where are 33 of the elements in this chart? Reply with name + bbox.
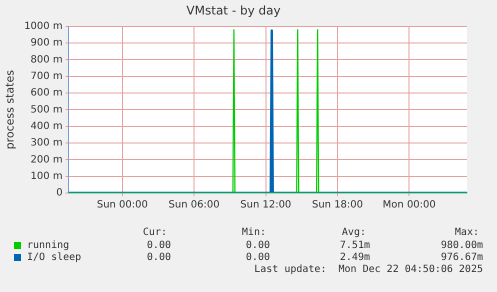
chart-title: VMstat - by day (186, 3, 281, 18)
y-tick-label: 700 m (30, 70, 63, 82)
x-tick-label: Mon 00:00 (382, 200, 436, 211)
text: 980.00m (440, 240, 483, 252)
text: 2.49m (340, 252, 370, 264)
text: Last update: Mon Dec 22 04:50:06 2025 (254, 264, 483, 276)
text: 0.00 (146, 252, 171, 264)
legend-label: running (27, 240, 70, 252)
text: 0.00 (246, 252, 270, 264)
x-tick-label: Sun 00:00 (96, 200, 148, 211)
y-tick-label: 900 m (30, 38, 63, 49)
text: 0.00 (246, 240, 270, 252)
y-tick-label: 600 m (30, 88, 63, 99)
y-tick-label: 100 m (30, 170, 63, 182)
y-tick-label: 400 m (30, 120, 63, 132)
x-tick-label: Sun 18:00 (312, 200, 364, 211)
y-tick-label: 500 m (30, 104, 63, 116)
text: 976.67m (440, 252, 483, 264)
text: 0.00 (146, 240, 171, 252)
y-tick-label: 800 m (30, 54, 63, 66)
y-tick-label: 1000 m (24, 20, 63, 32)
text: 7.51m (340, 240, 370, 252)
x-tick-label: Sun 12:00 (240, 200, 292, 211)
text: Min: (242, 227, 266, 239)
text: Avg: (342, 227, 366, 239)
text: Cur: (142, 227, 167, 239)
y-tick-label: 0 (56, 188, 63, 199)
x-tick-label: Sun 06:00 (168, 200, 220, 211)
y-tick-label: 300 m (30, 138, 63, 149)
y-tick-label: 200 m (30, 154, 63, 166)
legend-label: I/O sleep (27, 252, 82, 264)
y-axis-title: process states (3, 70, 16, 150)
text: Max: (454, 227, 479, 239)
